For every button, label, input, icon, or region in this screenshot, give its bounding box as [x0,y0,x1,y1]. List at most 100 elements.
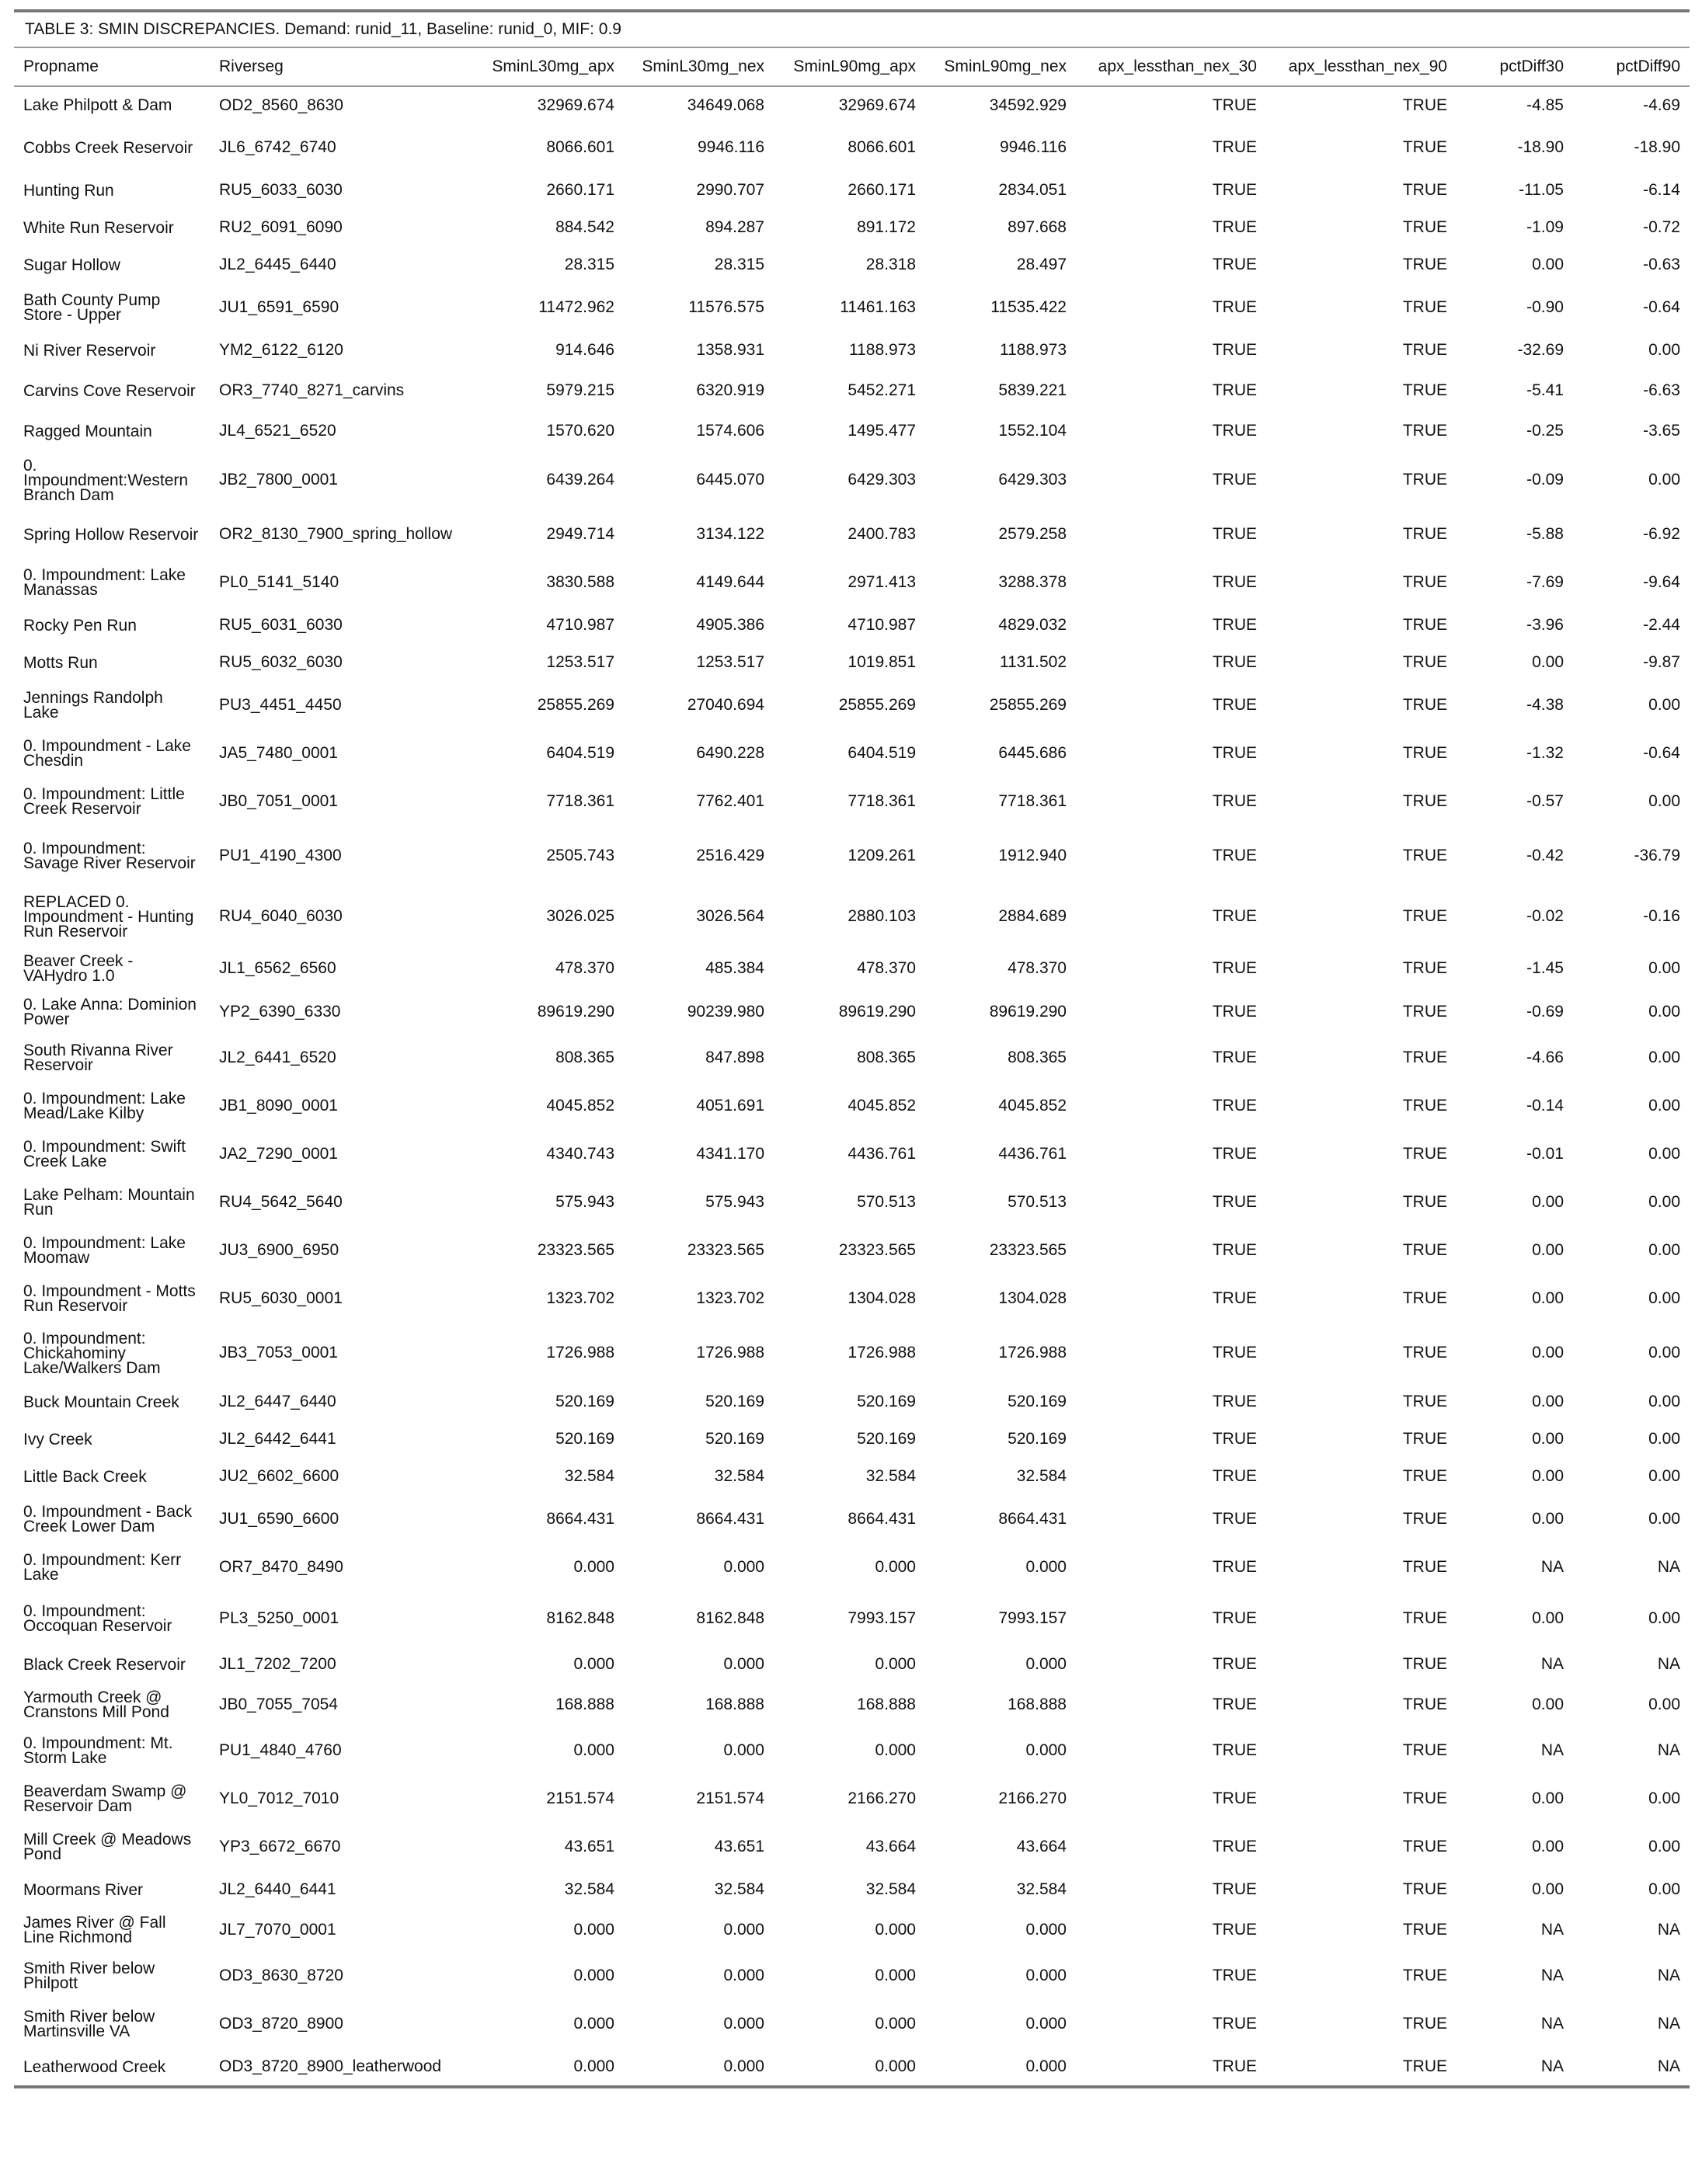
cell-propname: 0. Impoundment: Lake Moomaw [23,1234,186,1267]
cell-sminl90mg-apx: 1495.477 [848,422,916,440]
cell-pctdiff30: 0.00 [1532,256,1564,273]
cell-sminl90mg-apx: 2880.103 [848,907,916,925]
cell-riverseg: RU5_6031_6030 [219,616,343,634]
table-row: Spring Hollow Reservoir OR2_8130_7900_spr… [14,510,1690,558]
cell-sminl90mg-nex: 2884.689 [998,907,1067,925]
cell-sminl30mg-apx: 0.000 [573,1655,614,1673]
cell-riverseg: JL6_6742_6740 [219,138,336,156]
header-propname: Propname [14,48,210,87]
table-row: Yarmouth Creek @ Cranstons Mill Pond JB0_… [14,1683,1690,1727]
table-row: Mill Creek @ Meadows Pond YP3_6672_6670 43… [14,1823,1690,1871]
table-row: 0. Impoundment: Little Creek Reservoir JB… [14,777,1690,826]
cell-apx-lessthan-nex-90: TRUE [1402,471,1447,489]
cell-sminl90mg-nex: 3288.378 [998,573,1067,591]
cell-pctdiff30: NA [1540,1967,1564,1984]
cell-pctdiff30: -0.09 [1526,471,1564,489]
cell-riverseg: PL3_5250_0001 [219,1609,339,1627]
cell-pctdiff90: 0.00 [1648,696,1680,714]
cell-sminl30mg-apx: 2151.574 [546,1789,614,1807]
cell-pctdiff30: 0.00 [1532,1510,1564,1528]
cell-sminl30mg-apx: 1253.517 [546,653,614,671]
cell-apx-lessthan-nex-90: TRUE [1402,2057,1447,2075]
table-row: Bath County Pump Store - Upper JU1_6591_6… [14,283,1690,332]
cell-riverseg: RU4_5642_5640 [219,1193,343,1211]
cell-pctdiff30: -0.02 [1526,907,1564,925]
cell-apx-lessthan-nex-90: TRUE [1402,381,1447,399]
table-row: 0. Impoundment: Chickahominy Lake/Walker… [14,1323,1690,1383]
cell-sminl90mg-nex: 2166.270 [998,1789,1067,1807]
cell-apx-lessthan-nex-30: TRUE [1212,1097,1257,1115]
cell-propname: White Run Reservoir [23,218,174,237]
cell-sminl90mg-apx: 0.000 [875,1558,916,1576]
table-row: Cobbs Creek Reservoir JL6_6742_6740 8066.6… [14,123,1690,172]
cell-apx-lessthan-nex-30: TRUE [1212,959,1257,977]
cell-apx-lessthan-nex-30: TRUE [1212,422,1257,440]
cell-pctdiff90: NA [1657,1921,1680,1939]
table-row: 0. Impoundment: Lake Manassas PL0_5141_51… [14,558,1690,607]
cell-apx-lessthan-nex-90: TRUE [1402,1393,1447,1410]
cell-propname: 0. Impoundment: Little Creek Reservoir [23,785,185,818]
cell-sminl90mg-apx: 570.513 [857,1193,916,1211]
cell-propname: James River @ Fall Line Richmond [23,1914,166,1946]
cell-pctdiff30: -1.32 [1526,744,1564,762]
cell-sminl30mg-apx: 8664.431 [546,1510,614,1528]
cell-pctdiff90: -0.64 [1643,744,1680,762]
cell-sminl90mg-apx: 2400.783 [848,525,916,543]
cell-apx-lessthan-nex-90: TRUE [1402,1741,1447,1759]
cell-apx-lessthan-nex-30: TRUE [1212,744,1257,762]
cell-sminl90mg-apx: 8664.431 [848,1510,916,1528]
cell-sminl30mg-apx: 8066.601 [546,138,614,156]
cell-sminl30mg-nex: 0.000 [723,1921,764,1939]
cell-riverseg: YP2_6390_6330 [219,1003,341,1021]
cell-pctdiff90: NA [1657,1741,1680,1759]
cell-propname: 0. Impoundment: Savage River Reservoir [23,840,196,872]
cell-sminl90mg-apx: 1209.261 [848,847,916,864]
cell-apx-lessthan-nex-90: TRUE [1402,1289,1447,1307]
cell-sminl90mg-apx: 1188.973 [848,341,916,359]
cell-sminl30mg-nex: 11576.575 [688,298,764,316]
header-sminl30mg-apx: SminL30mg_apx [474,48,624,87]
cell-apx-lessthan-nex-90: TRUE [1402,744,1447,762]
cell-apx-lessthan-nex-90: TRUE [1402,907,1447,925]
cell-sminl30mg-apx: 808.365 [555,1049,614,1066]
cell-sminl90mg-nex: 478.370 [1008,959,1067,977]
cell-apx-lessthan-nex-30: TRUE [1212,1880,1257,1898]
table-row: 0. Impoundment: Lake Moomaw JU3_6900_6950… [14,1226,1690,1275]
cell-sminl90mg-nex: 0.000 [1025,1558,1067,1576]
cell-sminl30mg-nex: 3134.122 [696,525,764,543]
table-row: Beaverdam Swamp @ Reservoir Dam YL0_7012_… [14,1775,1690,1823]
cell-apx-lessthan-nex-90: TRUE [1402,96,1447,114]
cell-sminl90mg-nex: 1131.502 [999,653,1067,671]
cell-sminl30mg-nex: 23323.565 [687,1241,764,1259]
cell-propname: Yarmouth Creek @ Cranstons Mill Pond [23,1688,169,1721]
cell-sminl90mg-apx: 6404.519 [848,744,916,762]
cell-propname: Jennings Randolph Lake [23,689,163,722]
cell-pctdiff90: -36.79 [1634,847,1680,864]
cell-riverseg: JL2_6441_6520 [219,1049,336,1066]
cell-sminl30mg-apx: 478.370 [555,959,614,977]
cell-pctdiff30: 0.00 [1532,653,1564,671]
cell-riverseg: JB2_7800_0001 [219,471,338,489]
cell-riverseg: OR2_8130_7900_spring_hollow [219,525,453,543]
cell-sminl90mg-nex: 89619.290 [989,1003,1067,1021]
cell-sminl90mg-nex: 11535.422 [990,298,1067,316]
cell-sminl90mg-apx: 0.000 [875,2057,916,2075]
cell-apx-lessthan-nex-90: TRUE [1402,696,1447,714]
cell-sminl30mg-nex: 6320.919 [696,381,764,399]
cell-propname: Ni River Reservoir [23,341,156,360]
cell-apx-lessthan-nex-30: TRUE [1212,1193,1257,1211]
cell-sminl90mg-apx: 2971.413 [848,573,916,591]
cell-apx-lessthan-nex-30: TRUE [1212,847,1257,864]
cell-sminl90mg-apx: 0.000 [875,1967,916,1984]
cell-propname: Sugar Hollow [23,256,120,274]
cell-apx-lessthan-nex-30: TRUE [1212,1145,1257,1163]
cell-riverseg: JU3_6900_6950 [219,1241,339,1259]
cell-sminl90mg-nex: 1726.988 [998,1344,1067,1362]
cell-sminl90mg-apx: 1304.028 [848,1289,916,1307]
document-page: TABLE 3: SMIN DISCREPANCIES. Demand: run… [14,9,1690,2088]
cell-apx-lessthan-nex-30: TRUE [1212,298,1257,316]
cell-sminl90mg-nex: 0.000 [1025,2057,1067,2075]
cell-pctdiff90: 0.00 [1648,1193,1680,1211]
table-row: Leatherwood Creek OD3_8720_8900_leatherwo… [14,2048,1690,2085]
table-row: Ragged Mountain JL4_6521_6520 1570.620 1574… [14,412,1690,450]
